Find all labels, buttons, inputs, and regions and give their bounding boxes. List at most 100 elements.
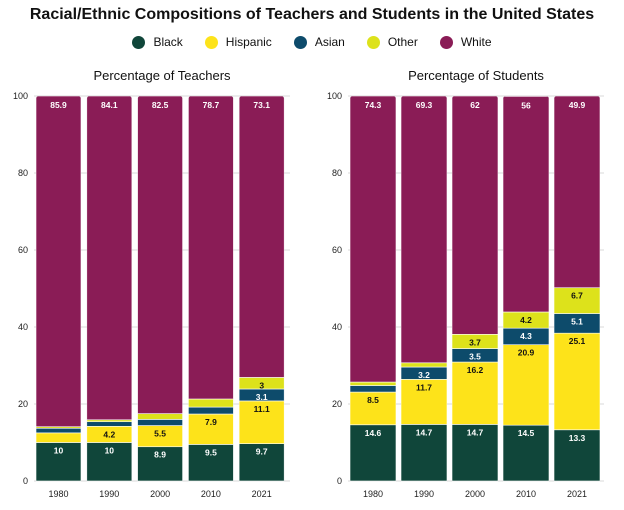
teachers-segment-hispanic-2021 [239, 400, 285, 444]
teachers-segment-asian-2010 [188, 406, 234, 415]
teachers-x-tick-label: 2010 [201, 489, 221, 499]
teachers-segment-white-2000 [137, 96, 183, 414]
teachers-x-tick-label: 1980 [48, 489, 68, 499]
students-data-label-white-2021: 49.9 [569, 100, 586, 110]
students-data-label-asian-2000: 3.5 [469, 352, 481, 362]
students-data-label-asian-2010: 4.3 [520, 331, 532, 341]
teachers-data-label-black-2000: 8.9 [154, 450, 166, 460]
teachers-bar-2000 [137, 96, 183, 482]
students-data-label-hispanic-2000: 16.2 [467, 365, 484, 375]
teachers-segment-asian-1980 [36, 427, 81, 434]
students-segment-hispanic-2021 [554, 332, 600, 431]
teachers-data-label-hispanic-2000: 5.5 [154, 429, 166, 439]
students-bar-1990 [401, 96, 447, 482]
teachers-y-tick-label: 80 [18, 168, 28, 178]
students-data-label-hispanic-2010: 20.9 [518, 348, 535, 358]
students-data-label-white-1980: 74.3 [365, 100, 382, 110]
teachers-data-label-white-2000: 82.5 [152, 100, 169, 110]
legend: Black Hispanic Asian Other White [0, 35, 624, 49]
students-segment-hispanic-1980 [350, 391, 396, 426]
students-data-label-black-1980: 14.6 [365, 428, 382, 438]
teachers-data-label-other-2021: 3 [259, 380, 264, 390]
students-segment-black-2021 [554, 429, 600, 482]
legend-swatch-white [439, 35, 453, 49]
legend-swatch-black [132, 35, 146, 49]
teachers-segment-black-2000 [137, 446, 183, 482]
students-segment-hispanic-2000 [452, 361, 498, 425]
students-chart-title: Percentage of Students [408, 68, 544, 83]
chart-title: Racial/Ethnic Compositions of Teachers a… [29, 6, 595, 23]
students-data-label-black-1990: 14.7 [416, 427, 433, 437]
students-data-label-black-2010: 14.5 [518, 428, 535, 438]
teachers-chart: Percentage of Teachers 0 20 40 60 80 100 10 85.9… [13, 68, 290, 499]
teachers-chart-title: Percentage of Teachers [93, 68, 231, 83]
legend-label-asian: Asian [314, 35, 345, 49]
students-x-tick-label: 2010 [516, 489, 536, 499]
teachers-segment-white-2010 [188, 96, 234, 400]
students-segment-white-1980 [350, 96, 396, 383]
teachers-data-label-hispanic-2010: 7.9 [205, 417, 217, 427]
students-segment-other-1990 [401, 362, 447, 368]
teachers-data-label-asian-2021: 3.1 [256, 392, 268, 402]
legend-item-white: White [439, 35, 492, 49]
students-segment-asian-1980 [350, 385, 396, 393]
legend-swatch-other [366, 35, 380, 49]
teachers-segment-white-1980 [36, 96, 81, 428]
teachers-y-tick-label: 60 [18, 245, 28, 255]
teachers-data-label-hispanic-2021: 11.1 [254, 404, 270, 414]
teachers-y-tick-label: 0 [23, 476, 28, 486]
teachers-data-label-black-1990: 10 [105, 446, 115, 456]
teachers-data-label-white-2010: 78.7 [203, 100, 220, 110]
students-data-label-asian-2021: 5.1 [571, 317, 583, 327]
students-data-label-other-2021: 6.7 [571, 291, 583, 301]
students-segment-other-1980 [350, 381, 396, 386]
teachers-y-tick-label: 40 [18, 322, 28, 332]
teachers-segment-white-1990 [86, 96, 132, 421]
students-data-label-other-2000: 3.7 [469, 337, 481, 347]
teachers-segment-asian-1990 [86, 421, 132, 427]
students-y-tick-label: 100 [327, 91, 342, 101]
teachers-bar-1980 [36, 96, 81, 482]
teachers-data-label-white-1980: 85.9 [50, 100, 67, 110]
teachers-segment-white-2021 [239, 96, 285, 378]
students-x-tick-label: 1990 [414, 489, 434, 499]
legend-label-black: Black [153, 35, 183, 49]
students-segment-hispanic-1990 [401, 379, 447, 425]
students-data-label-white-2000: 62 [470, 100, 480, 110]
students-y-tick-label: 40 [332, 322, 342, 332]
legend-swatch-hispanic [204, 35, 218, 49]
teachers-data-label-white-2021: 73.1 [253, 100, 270, 110]
teachers-bar-2021 [239, 96, 285, 482]
students-data-label-other-2010: 4.2 [520, 315, 532, 325]
teachers-segment-black-1980 [36, 442, 81, 482]
students-bar-2021 [554, 96, 600, 482]
students-y-tick-label: 0 [337, 476, 342, 486]
students-y-tick-label: 60 [332, 245, 342, 255]
teachers-data-label-black-2010: 9.5 [205, 447, 217, 457]
students-data-label-white-2010: 56 [521, 100, 531, 110]
students-data-label-white-1990: 69.3 [416, 100, 433, 110]
students-segment-black-2010 [503, 424, 549, 482]
legend-item-asian: Asian [293, 35, 345, 49]
teachers-segment-hispanic-1980 [36, 432, 81, 443]
students-segment-black-1980 [350, 424, 396, 482]
legend-swatch-asian [293, 35, 307, 49]
students-data-label-hispanic-2021: 25.1 [569, 336, 586, 346]
legend-item-black: Black [132, 35, 183, 49]
students-chart: Percentage of Students 0 20 40 60 80 100 14.6 8.… [327, 68, 604, 499]
legend-label-hispanic: Hispanic [225, 35, 272, 49]
students-data-label-hispanic-1980: 8.5 [367, 395, 379, 405]
teachers-data-label-black-2021: 9.7 [256, 447, 268, 457]
teachers-data-label-white-1990: 84.1 [101, 100, 118, 110]
teachers-segment-black-2010 [188, 444, 234, 482]
legend-label-other: Other [387, 35, 418, 49]
students-segment-black-2000 [452, 424, 498, 482]
students-bar-2010 [503, 96, 549, 482]
teachers-bar-2010 [188, 96, 234, 482]
teachers-segment-other-2000 [137, 413, 183, 420]
students-data-label-black-2000: 14.7 [467, 427, 484, 437]
students-data-label-hispanic-1990: 11.7 [416, 382, 432, 392]
students-data-label-asian-1990: 3.2 [418, 370, 430, 380]
students-bar-2000 [452, 96, 498, 482]
students-y-tick-label: 80 [332, 168, 342, 178]
